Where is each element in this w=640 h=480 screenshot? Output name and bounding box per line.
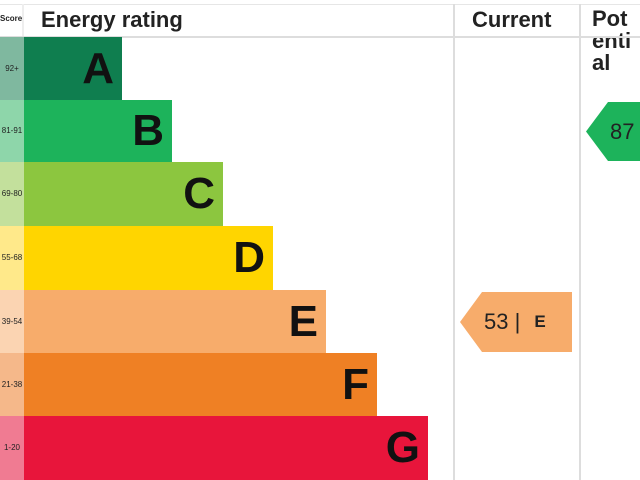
score-range-text: 81-91 [1,126,23,135]
band-bar-e: E [24,290,326,353]
header-divider [0,36,640,38]
current-value: 53 | [484,309,521,334]
band-bar-c: C [24,162,223,226]
score-range-f: 21-38 [0,353,24,416]
current-column-divider [453,4,455,480]
current-band-letter: E [534,312,546,331]
top-border [0,4,640,5]
energy-rating-header: Energy rating [41,7,183,32]
score-range-e: 39-54 [0,290,24,353]
band-bar-b: B [24,100,172,162]
score-range-b: 81-91 [0,100,24,162]
score-range-d: 55-68 [0,226,24,290]
score-range-a: 92+ [0,37,24,100]
score-range-c: 69-80 [0,162,24,226]
band-bar-f: F [24,353,377,416]
potential-pointer-shape [586,102,640,161]
band-letter: E [288,296,318,346]
score-range-text: 92+ [5,64,19,73]
band-bar-a: A [24,37,122,100]
band-letter: A [82,43,114,93]
band-bar-g: G [24,416,428,480]
score-range-text: 39-54 [1,317,23,326]
band-bar-d: D [24,226,273,290]
score-range-text: 55-68 [1,253,23,262]
score-header: Score [0,14,23,23]
current-rating-pointer: 53 | E [460,292,572,352]
score-range-text: 1-20 [3,443,20,452]
band-letter: B [132,106,164,155]
band-letter: C [183,169,215,218]
potential-header: Potential [592,6,632,75]
band-letter: F [342,359,369,409]
current-pointer-shape [460,292,572,352]
band-letter: D [233,233,265,282]
score-range-text: 21-38 [1,380,23,389]
potential-column-divider [579,4,581,480]
potential-rating-pointer: 87 [586,102,640,161]
score-range-g: 1-20 [0,416,24,480]
current-header: Current [472,7,552,32]
score-range-text: 69-80 [1,189,23,198]
potential-value: 87 [610,118,635,144]
band-letter: G [385,423,420,472]
